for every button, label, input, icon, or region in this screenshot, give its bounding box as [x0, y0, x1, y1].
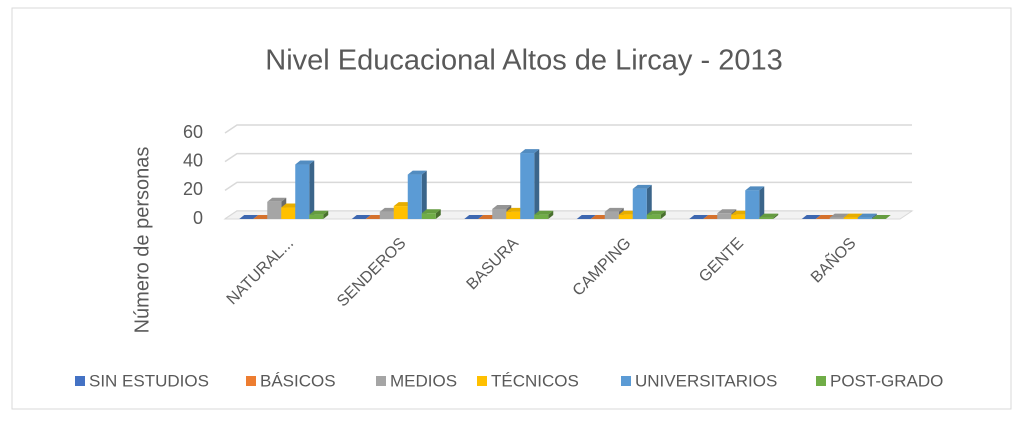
bar-side [646, 184, 652, 219]
y-axis-label: Número de personas [131, 147, 153, 334]
bar [379, 211, 394, 219]
bar-side [759, 186, 765, 219]
bar [506, 211, 521, 219]
legend-swatch [477, 376, 487, 386]
bar-top [534, 210, 554, 215]
bar-top [267, 197, 287, 202]
bar-side [435, 209, 441, 219]
y-tick-label: 40 [183, 150, 203, 170]
bar [520, 153, 535, 219]
bar-top [871, 215, 891, 219]
bar-side [773, 213, 779, 219]
legend-swatch [621, 376, 631, 386]
bar-top [239, 215, 259, 219]
bar-side [323, 210, 329, 219]
bar [759, 217, 774, 219]
legend-label: POST-GRADO [830, 371, 943, 390]
bar-top [464, 215, 484, 219]
bar-top [646, 210, 666, 215]
bar-top [351, 215, 371, 219]
bar-side [548, 210, 554, 219]
bar [745, 190, 760, 219]
bar [646, 214, 661, 219]
grid-line [224, 181, 912, 191]
bar-top [492, 204, 512, 209]
y-tick-label: 20 [183, 179, 203, 199]
bar-top [857, 213, 877, 218]
legend-swatch [376, 376, 386, 386]
bar-side [421, 170, 427, 219]
bar-top [520, 149, 540, 154]
bar [857, 217, 872, 219]
bar-top [421, 209, 441, 214]
legend-label: SIN ESTUDIOS [89, 371, 209, 390]
legend-label: UNIVERSITARIOS [635, 371, 777, 390]
legend-label: BÁSICOS [260, 371, 336, 390]
bar [829, 217, 844, 219]
bar [731, 214, 746, 219]
legend-swatch [75, 376, 85, 386]
grid-line [224, 124, 912, 134]
bar-top [843, 213, 863, 218]
grid-line [224, 152, 912, 163]
bar-top [759, 213, 779, 218]
bar-top [829, 213, 849, 218]
y-tick-label: 0 [193, 208, 203, 228]
legend-swatch [816, 376, 826, 386]
chart-title: Nivel Educacional Altos de Lircay - 2013 [265, 45, 782, 77]
bar [717, 213, 732, 219]
bar [632, 188, 647, 219]
bar [421, 213, 436, 219]
legend-label: TÉCNICOS [491, 371, 579, 390]
bar-top [801, 215, 821, 219]
bar-top [295, 160, 315, 165]
bar [393, 206, 408, 219]
bar-top [309, 210, 329, 215]
bar-top [632, 184, 652, 189]
bar [492, 208, 507, 219]
bar-side [660, 210, 666, 219]
bar-top [689, 215, 709, 219]
bar [281, 207, 296, 219]
bar [267, 201, 282, 219]
bar-side [309, 160, 315, 219]
bar [843, 217, 858, 219]
bar-side [534, 149, 540, 219]
bar-top [576, 215, 596, 219]
bar [407, 174, 422, 219]
bar-top [745, 186, 765, 191]
bar [604, 211, 619, 219]
legend-label: MEDIOS [390, 371, 457, 390]
bar-top [717, 209, 737, 214]
bar [309, 214, 324, 219]
bar [534, 214, 549, 219]
bar-top [604, 207, 624, 212]
y-tick-label: 60 [183, 122, 203, 142]
bar-top [407, 170, 427, 175]
legend-swatch [246, 376, 256, 386]
bar [295, 164, 310, 219]
bar [618, 214, 633, 219]
bar-side [871, 213, 877, 219]
